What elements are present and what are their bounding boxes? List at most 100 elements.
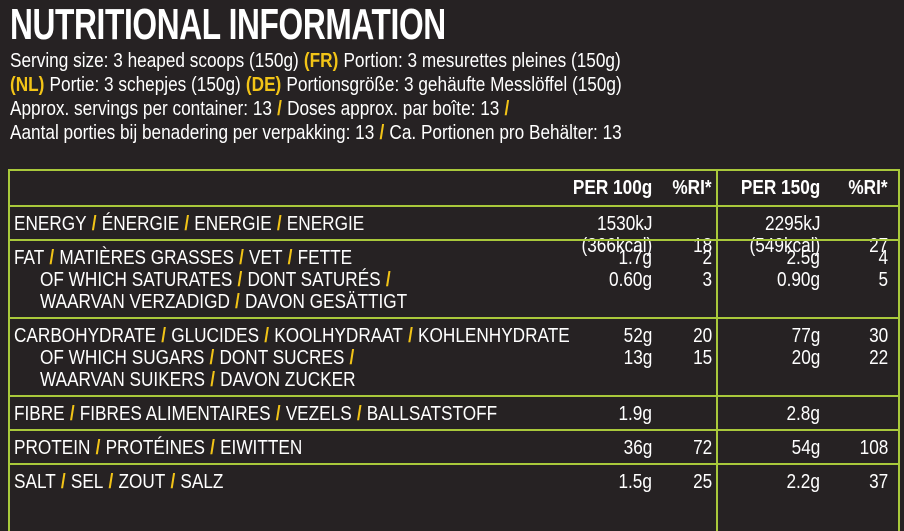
label-part: ENERGIE [286,213,365,235]
separator: / [237,269,243,291]
label-part: MATIÈRES GRASSES [59,247,234,269]
table-rule [8,205,900,207]
table-rule [8,239,900,241]
row-label: OF WHICH SATURATES / DONT SATURÉS / [40,269,396,291]
label-part: ZOUT [118,471,166,493]
serving-text: Aantal porties bij benadering per verpak… [10,122,375,144]
column-header: %RI* [848,177,888,199]
language-code: (DE) [245,74,282,96]
label-part: CARBOHYDRATE [14,325,157,347]
cell-value: 4 [878,247,888,269]
label-part: DAVON GESÄTTIGT [244,291,408,313]
cell-value: 20g [791,347,820,369]
serving-line: Serving size: 3 heaped scoops (150g) (FR)… [10,50,626,72]
separator: / [276,213,282,235]
separator: / [210,369,215,391]
separator: / [235,291,240,313]
label-part: KOHLENHYDRATE [418,325,570,347]
table-rule [8,317,900,319]
separator: / [184,213,190,235]
cell-value: 2.2g [786,471,820,493]
table-rule [8,395,900,397]
cell-value: 2.5g [786,247,820,269]
table-rule [8,169,900,171]
label-part: DONT SUCRES [219,347,345,369]
label-part: VEZELS [285,403,352,425]
cell-value: 20 [692,325,712,347]
cell-value: 22 [868,347,888,369]
column-header: %RI* [672,177,712,199]
cell-value: 2.8g [786,403,820,425]
separator: / [385,269,391,291]
row-label: FAT / MATIÈRES GRASSES / VET / FETTE [14,247,352,269]
separator: / [210,437,215,459]
separator: / [287,247,293,269]
cell-value: 2 [702,247,712,269]
separator: / [349,347,355,369]
label-part: FETTE [297,247,353,269]
label-part: DONT SATURÉS [247,269,381,291]
separator: / [49,247,55,269]
table-border [8,169,10,531]
separator: / [161,325,167,347]
language-code: (FR) [303,50,339,72]
serving-text: Ca. Portionen pro Behälter: 13 [389,122,622,144]
table-rule [8,429,900,431]
serving-text: Portion: 3 mesurettes pleines (150g) [343,50,621,72]
separator: / [91,213,97,235]
row-label: SALT / SEL / ZOUT / SALZ [14,471,223,493]
row-label: OF WHICH SUGARS / DONT SUCRES / [40,347,359,369]
cell-value: 52g [623,325,652,347]
label-part: OF WHICH SUGARS [40,347,205,369]
cell-value: 54g [791,437,820,459]
serving-text: Doses approx. par boîte: 13 [287,98,500,120]
label-part: ÉNERGIE [101,213,180,235]
label-part: EIWITTEN [220,437,303,459]
row-label: PROTEIN / PROTÉINES / EIWITTEN [14,437,302,459]
label-part: SALZ [180,471,224,493]
cell-value: 0.90g [776,269,820,291]
language-code: / [277,98,282,120]
language-code: / [504,98,510,120]
row-label: WAARVAN SUIKERS / DAVON ZUCKER [40,369,356,391]
cell-value: 13g [623,347,652,369]
separator: / [95,437,101,459]
table-border [716,169,718,531]
label-part: GLUCIDES [171,325,260,347]
serving-text: Portie: 3 schepjes (150g) [49,74,241,96]
label-part: ENERGIE [194,213,272,235]
label-part: DAVON ZUCKER [220,369,356,391]
cell-value: 1530kJ [596,213,652,235]
separator: / [69,403,75,425]
language-code: / [379,122,385,144]
serving-line: (NL) Portie: 3 schepjes (150g) (DE) Portion… [10,74,627,96]
label-part: OF WHICH SATURATES [40,269,233,291]
cell-value: 72 [692,437,712,459]
cell-value: 36g [623,437,652,459]
serving-text: Approx. servings per container: 13 [10,98,272,120]
table-rule [8,463,900,465]
cell-value: 1.7g [618,247,652,269]
serving-text: Serving size: 3 heaped scoops (150g) [10,50,299,72]
separator: / [239,247,244,269]
label-part: ENERGY [14,213,87,235]
serving-line: Aantal porties bij benadering per verpak… [10,122,627,144]
label-part: SEL [70,471,104,493]
label-part: KOOLHYDRAAT [274,325,403,347]
title: NUTRITIONAL INFORMATION [10,0,446,49]
row-label: FIBRE / FIBRES ALIMENTAIRES / VEZELS / BALLSAT… [14,403,497,425]
separator: / [108,471,114,493]
separator: / [60,471,66,493]
cell-value: 2295kJ [764,213,820,235]
label-part: FAT [14,247,45,269]
label-part: BALLSATSTOFF [366,403,498,425]
cell-value: 1.9g [618,403,652,425]
label-part: PROTÉINES [105,437,205,459]
row-label: CARBOHYDRATE / GLUCIDES / KOOLHYDRAAT / KOHLEN… [14,325,570,347]
label-part: FIBRE [14,403,65,425]
separator: / [209,347,215,369]
label-part: WAARVAN SUIKERS [40,369,206,391]
separator: / [170,471,176,493]
cell-value: 77g [791,325,820,347]
